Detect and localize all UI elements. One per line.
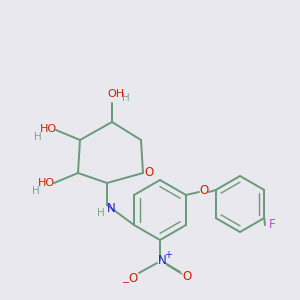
Text: H: H [34,132,42,142]
Text: O: O [144,166,154,178]
Text: O: O [200,184,208,196]
Text: N: N [106,202,116,215]
Text: H: H [97,208,105,218]
Text: F: F [269,218,275,232]
Text: H: H [122,93,130,103]
Text: O: O [128,272,138,284]
Text: −: − [122,278,130,288]
Text: OH: OH [107,89,124,99]
Text: N: N [158,254,166,268]
Text: HO: HO [38,178,55,188]
Text: H: H [32,186,40,196]
Text: HO: HO [39,124,57,134]
Text: +: + [164,250,172,260]
Text: O: O [182,271,192,284]
